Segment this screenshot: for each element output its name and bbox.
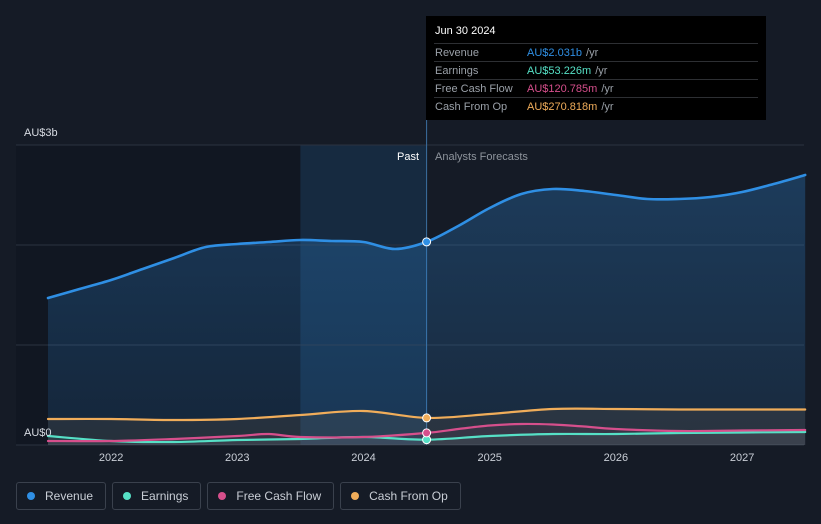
tooltip-row: Earnings AU$53.226m/yr [434, 61, 758, 79]
legend-dot-icon [27, 492, 35, 500]
tooltip-row-label: Revenue [435, 46, 480, 59]
free-cash-flow-line [46, 422, 807, 443]
legend-item-revenue[interactable]: Revenue [16, 482, 107, 510]
past-region-label: Past [397, 151, 419, 163]
tooltip-row-unit: /yr [586, 46, 599, 59]
legend-dot-icon [218, 492, 227, 500]
legend-item-earnings[interactable]: Earnings [112, 482, 202, 510]
legend-dot-icon [123, 492, 132, 500]
y-axis-top-label: AU$3b [24, 127, 58, 139]
legend-label: Revenue [45, 489, 94, 503]
revenue-area [48, 175, 806, 445]
x-tick-label: 2024 [351, 452, 375, 464]
tooltip-row: Cash From Op AU$270.818m/yr [434, 97, 758, 115]
earnings-area [48, 432, 806, 445]
tooltip-row: Free Cash Flow AU$120.785m/yr [434, 79, 758, 97]
tooltip-row-label: Cash From Op [435, 100, 508, 113]
legend-dot-icon [351, 492, 360, 500]
legend-label: Free Cash Flow [236, 489, 322, 503]
x-tick-label: 2023 [225, 452, 249, 464]
tooltip-row-unit: /yr [601, 100, 614, 113]
tooltip-row-label: Earnings [435, 64, 479, 77]
x-tick-label: 2025 [477, 452, 501, 464]
x-tick-label: 2026 [604, 452, 628, 464]
legend-label: Earnings [141, 489, 189, 503]
cash-from-op-marker[interactable] [422, 413, 432, 423]
x-tick-label: 2027 [730, 452, 754, 464]
tooltip-row-value: AU$120.785m [527, 82, 598, 95]
tooltip-row-unit: /yr [595, 64, 608, 77]
x-tick-label: 2022 [99, 452, 123, 464]
y-axis-bottom-label: AU$0 [24, 427, 52, 439]
chart-legend: Revenue Earnings Free Cash Flow Cash From O… [16, 482, 461, 512]
tooltip-row: Revenue AU$2.031b/yr [434, 43, 758, 61]
legend-label: Cash From Op [369, 489, 448, 503]
tooltip-row-label: Free Cash Flow [435, 82, 513, 95]
tooltip-row-value: AU$53.226m [527, 64, 592, 77]
tooltip-date: Jun 30 2024 [435, 25, 496, 37]
tooltip-row-value: AU$2.031b [527, 46, 583, 59]
tooltip-row-value: AU$270.818m [527, 100, 598, 113]
hover-tooltip: Jun 30 2024 Revenue AU$2.031b/yr Earnings A… [426, 16, 766, 120]
forecast-region-label: Analysts Forecasts [435, 151, 528, 163]
legend-item-free-cash-flow[interactable]: Free Cash Flow [207, 482, 335, 510]
free-cash-flow-marker[interactable] [422, 428, 432, 438]
revenue-marker[interactable] [422, 237, 432, 247]
tooltip-row-unit: /yr [601, 82, 614, 95]
legend-item-cash-from-op[interactable]: Cash From Op [340, 482, 461, 510]
